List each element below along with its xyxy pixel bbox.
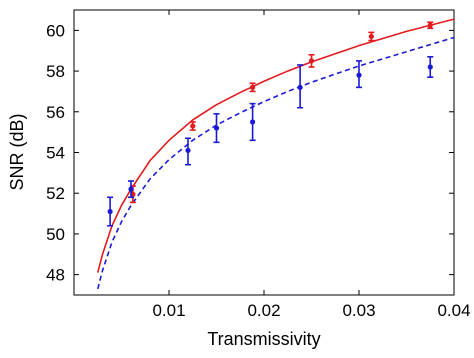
blue-data-point bbox=[107, 208, 113, 215]
plot-area bbox=[73, 9, 455, 296]
blue-data-point bbox=[427, 64, 433, 70]
x-tick-label: 0.02 bbox=[247, 301, 280, 320]
y-tick-label: 50 bbox=[46, 225, 65, 244]
axis-ticks bbox=[74, 10, 455, 295]
blue-data-point bbox=[128, 186, 134, 192]
blue-data-point bbox=[213, 125, 220, 131]
x-tick-labels: 0.01 0.02 0.03 0.04 bbox=[152, 301, 470, 320]
data-points bbox=[107, 21, 434, 227]
red-data-point bbox=[190, 123, 196, 129]
red-data-point bbox=[368, 33, 374, 40]
x-tick-label: 0.03 bbox=[342, 301, 375, 320]
blue-data-point bbox=[356, 72, 362, 78]
y-tick-label: 52 bbox=[46, 184, 65, 203]
blue-data-point bbox=[297, 84, 303, 90]
x-axis-label: Transmissivity bbox=[207, 329, 320, 349]
solid-fit-curve bbox=[96, 18, 455, 273]
x-tick-label: 0.01 bbox=[152, 301, 185, 320]
y-tick-label: 56 bbox=[46, 103, 65, 122]
red-data-point bbox=[308, 58, 315, 64]
y-tick-label: 48 bbox=[46, 266, 65, 285]
x-tick-label: 0.04 bbox=[437, 301, 470, 320]
y-tick-label: 58 bbox=[46, 62, 65, 81]
y-tick-label: 54 bbox=[46, 144, 65, 163]
y-tick-labels: 48 50 52 54 56 58 60 bbox=[46, 21, 65, 284]
red-data-point bbox=[427, 22, 433, 28]
red-data-point bbox=[250, 84, 256, 90]
fit-curves bbox=[96, 18, 455, 290]
y-tick-label: 60 bbox=[46, 21, 65, 40]
y-axis-label: SNR (dB) bbox=[7, 113, 27, 190]
dashed-fit-curve bbox=[96, 36, 455, 290]
blue-data-point bbox=[250, 119, 256, 125]
blue-data-point bbox=[185, 147, 191, 154]
